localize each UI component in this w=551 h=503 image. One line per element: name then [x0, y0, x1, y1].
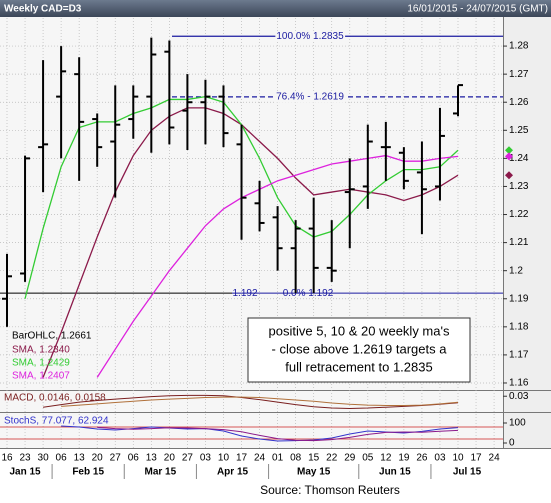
annotation-text: positive 5, 10 & 20 weekly ma's	[269, 323, 450, 338]
y-tick-label: 1.24	[509, 153, 529, 164]
legend-entry: SMA, 1.2407	[12, 371, 70, 382]
y-tick-label: 0.03	[509, 391, 529, 402]
y-tick-label: 1.28	[509, 41, 529, 52]
sma-line	[97, 426, 459, 442]
month-label: Jul 15	[453, 467, 482, 478]
sma-line	[61, 396, 459, 407]
x-tick-label: 06	[56, 453, 68, 464]
y-tick-label: 1.27	[509, 69, 529, 80]
y-tick-label: 1.26	[509, 97, 529, 108]
x-tick-label: 03	[434, 453, 446, 464]
sma-line	[42, 107, 459, 378]
month-label: Jan 15	[9, 467, 41, 478]
y-tick-label: 1.17	[509, 350, 529, 361]
y-tick-label: 0	[509, 438, 515, 449]
x-tick-label: 06	[128, 453, 140, 464]
y-tick-label: 1.18	[509, 321, 529, 332]
header-bar	[0, 0, 551, 17]
month-label: Mar 15	[144, 467, 176, 478]
x-tick-label: 03	[200, 453, 212, 464]
plot-area	[0, 17, 503, 448]
y-tick-label: 100	[509, 418, 526, 429]
date-range: 16/01/2015 - 24/07/2015 (GMT)	[407, 4, 548, 15]
x-tick-label: 17	[470, 453, 482, 464]
sma-line	[43, 394, 459, 409]
annotation-text: full retracement to 1.2835	[285, 359, 432, 374]
x-tick-label: 20	[164, 453, 176, 464]
y-tick-label: 1.16	[509, 378, 529, 389]
chart-title: Weekly CAD=D3	[4, 4, 82, 15]
month-label: Apr 15	[217, 467, 249, 478]
x-tick-label: 13	[146, 453, 158, 464]
last-value-marker	[505, 171, 513, 180]
label-bg	[275, 30, 346, 42]
y-tick-label: 1.2	[509, 265, 523, 276]
x-tick-label: 17	[236, 453, 248, 464]
axis-area	[503, 17, 551, 448]
x-tick-label: 22	[326, 453, 338, 464]
x-tick-label: 26	[416, 453, 428, 464]
level-label: 0.0% 1.192	[283, 288, 334, 299]
month-label: May 15	[297, 467, 331, 478]
source-note: Source: Thomson Reuters	[260, 483, 400, 497]
annotation-text: - close above 1.2619 targets a	[272, 341, 448, 356]
x-tick-label: 27	[110, 453, 122, 464]
x-tick-label: 13	[74, 453, 86, 464]
x-tick-label: 29	[344, 453, 356, 464]
x-tick-label: 05	[362, 453, 374, 464]
x-tick-label: 20	[92, 453, 104, 464]
legend-entry: SMA, 1.2429	[12, 358, 70, 369]
x-tick-label: 16	[1, 453, 13, 464]
x-tick-label: 30	[38, 453, 50, 464]
panel-legend: MACD, 0.0146, 0.0158	[4, 393, 106, 404]
level-label: 1.192	[232, 288, 257, 299]
x-tick-label: 01	[272, 453, 284, 464]
last-value-marker	[505, 146, 513, 155]
legend-entry: SMA, 1.2340	[12, 345, 70, 356]
label-bg	[275, 91, 346, 103]
level-label: 100.0% 1.2835	[276, 31, 344, 42]
x-tick-label: 24	[489, 453, 501, 464]
panel-legend: StochS, 77.077, 62.924	[4, 416, 109, 427]
level-label: 76.4% - 1.2619	[276, 92, 344, 103]
y-tick-label: 1.19	[509, 293, 529, 304]
x-tick-label: 19	[398, 453, 410, 464]
legend-entry: BarOHLC, 1.2661	[12, 331, 92, 342]
last-value-marker	[505, 152, 513, 161]
x-tick-label: 12	[380, 453, 392, 464]
x-tick-label: 23	[19, 453, 31, 464]
x-tick-label: 10	[452, 453, 464, 464]
sma-line	[96, 154, 459, 378]
x-tick-label: 15	[308, 453, 320, 464]
x-tick-label: 08	[290, 453, 302, 464]
x-tick-label: 24	[254, 453, 266, 464]
month-label: Feb 15	[72, 467, 104, 478]
month-label: Jun 15	[379, 467, 411, 478]
y-tick-label: 1.21	[509, 237, 529, 248]
y-tick-label: 1.22	[509, 209, 529, 220]
y-tick-label: 1.23	[509, 181, 529, 192]
y-tick-label: 1.25	[509, 125, 529, 136]
annotation-box	[247, 317, 471, 383]
x-tick-label: 27	[182, 453, 194, 464]
x-tick-label: 10	[218, 453, 230, 464]
